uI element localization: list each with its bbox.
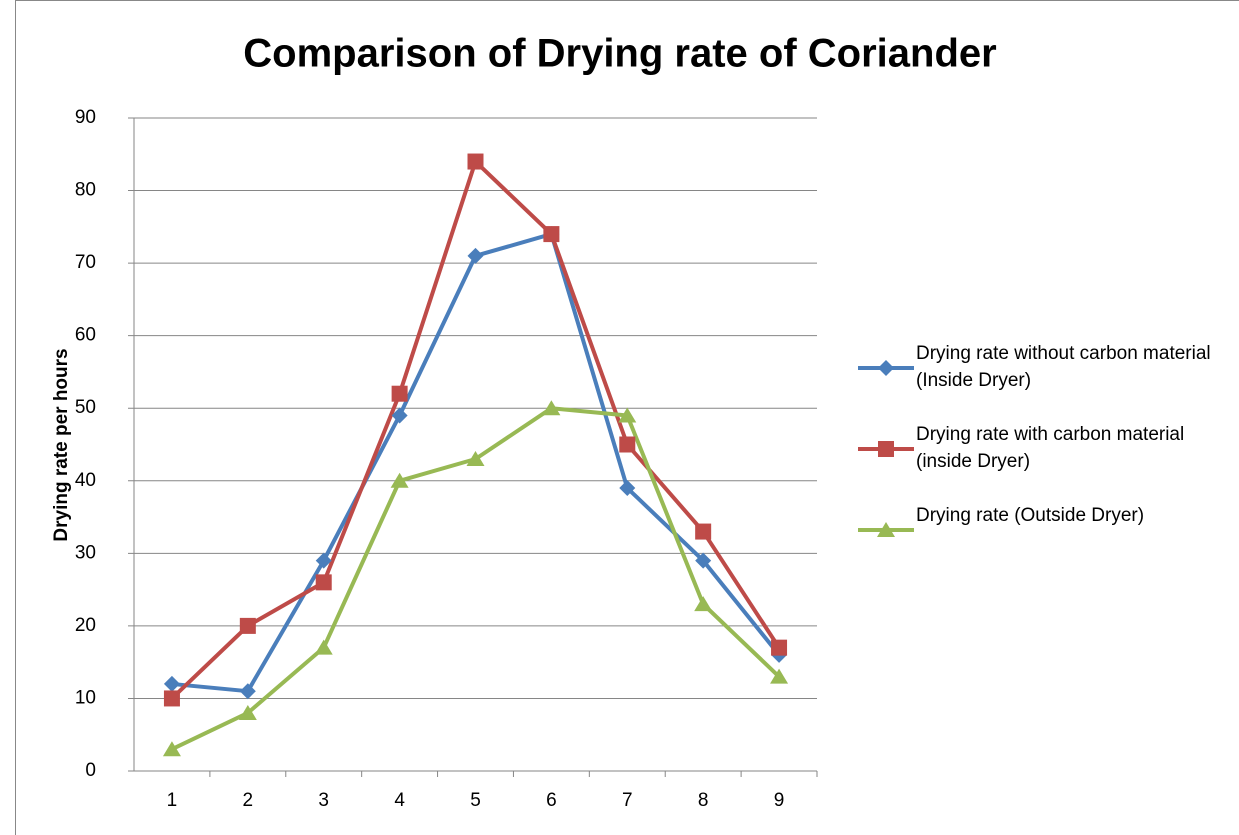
x-tick-label: 5 xyxy=(470,790,481,811)
marker xyxy=(619,480,636,497)
marker xyxy=(467,247,484,264)
y-tick-label: 80 xyxy=(75,180,96,201)
marker xyxy=(239,683,256,700)
marker xyxy=(542,400,561,416)
y-tick-label: 30 xyxy=(75,542,96,563)
y-tick-label: 0 xyxy=(85,760,96,781)
y-tick-label: 90 xyxy=(75,107,96,128)
marker xyxy=(543,226,560,243)
legend-entry: Drying rate (Outside Dryer) xyxy=(858,502,1228,583)
marker xyxy=(162,741,181,757)
legend-label: Drying rate (Outside Dryer) xyxy=(916,505,1145,526)
marker xyxy=(315,552,332,569)
legend-label: Drying rate with carbon material (inside… xyxy=(916,424,1185,472)
marker xyxy=(770,668,789,684)
marker xyxy=(877,522,895,537)
chart-frame xyxy=(15,0,1239,835)
marker xyxy=(315,574,332,591)
x-tick-label: 2 xyxy=(243,790,254,811)
legend-swatch xyxy=(858,441,914,457)
marker xyxy=(391,407,408,424)
marker xyxy=(771,639,788,656)
series-line xyxy=(170,159,781,700)
legend-swatch xyxy=(858,360,914,376)
chart-title: Comparison of Drying rate of Coriander xyxy=(243,32,996,76)
x-tick-label: 8 xyxy=(698,790,709,811)
legend-entry: Drying rate without carbon material (Ins… xyxy=(858,340,1228,421)
marker xyxy=(391,385,408,402)
marker xyxy=(619,436,636,453)
y-tick-label: 20 xyxy=(75,615,96,636)
legend-label: Drying rate without carbon material (Ins… xyxy=(916,343,1211,391)
marker xyxy=(163,690,180,707)
x-tick-label: 4 xyxy=(394,790,405,811)
x-tick-label: 7 xyxy=(622,790,633,811)
marker xyxy=(466,451,485,467)
marker xyxy=(314,639,333,655)
marker xyxy=(467,153,484,170)
x-tick-label: 6 xyxy=(546,790,557,811)
marker xyxy=(239,617,256,634)
marker xyxy=(618,407,637,423)
legend-swatch xyxy=(858,522,914,537)
y-tick-label: 60 xyxy=(75,325,96,346)
y-tick-label: 40 xyxy=(75,470,96,491)
marker xyxy=(238,704,257,720)
x-tick-label: 1 xyxy=(167,790,178,811)
y-tick-label: 70 xyxy=(75,252,96,273)
legend: Drying rate without carbon material (Ins… xyxy=(858,340,1228,583)
y-tick-label: 10 xyxy=(75,687,96,708)
x-tick-label: 3 xyxy=(318,790,329,811)
x-tick-label: 9 xyxy=(774,790,785,811)
marker xyxy=(695,523,712,540)
marker xyxy=(163,675,180,692)
y-tick-label: 50 xyxy=(75,397,96,418)
marker xyxy=(390,472,409,488)
marker xyxy=(694,596,713,612)
legend-entry: Drying rate with carbon material (inside… xyxy=(858,421,1228,502)
marker xyxy=(695,552,712,569)
y-axis-title: Drying rate per hours xyxy=(51,348,72,541)
marker xyxy=(878,441,894,457)
marker xyxy=(878,360,894,376)
